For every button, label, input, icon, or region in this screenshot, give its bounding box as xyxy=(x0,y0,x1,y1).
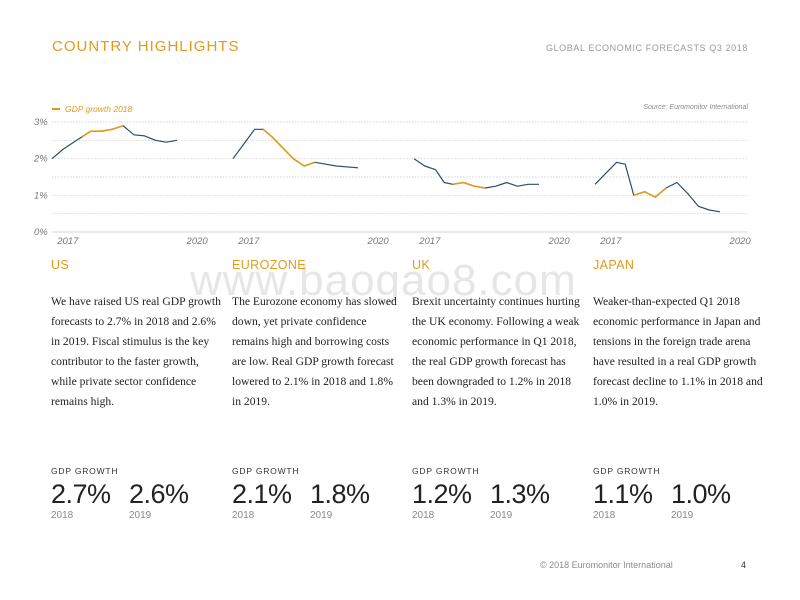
highlight-line-eurozone xyxy=(262,128,316,167)
gdp-value-2018: 2.1% xyxy=(232,479,292,509)
y-tick-label: 2% xyxy=(33,154,48,165)
highlight-line-uk xyxy=(452,181,486,189)
gdp-block-eurozone: GDP GROWTH 2.1% 2018 1.8% 2019 xyxy=(232,466,404,521)
gdp-value-2019: 1.3% xyxy=(490,479,550,509)
x-tick-label: 2017 xyxy=(599,236,622,247)
country-name: US xyxy=(51,258,70,272)
legend-label: GDP growth 2018 xyxy=(65,104,133,114)
chart-legend: GDP growth 2018 xyxy=(52,104,132,114)
gdp-year-2018: 2018 xyxy=(593,510,616,521)
highlight-line-us xyxy=(81,124,124,138)
gdp-label: GDP GROWTH xyxy=(232,466,300,476)
gdp-year-2018: 2018 xyxy=(51,510,74,521)
gdp-year-2019: 2019 xyxy=(310,510,333,521)
country-name: UK xyxy=(412,258,431,272)
gdp-value-2018: 2.7% xyxy=(51,479,111,509)
gdp-value-2019: 1.8% xyxy=(310,479,370,509)
source-note: Source: Euromonitor International xyxy=(643,104,748,111)
y-tick-label: 1% xyxy=(34,190,48,201)
series-line-us xyxy=(51,125,178,160)
y-tick-label: 3% xyxy=(34,117,48,128)
gdp-block-japan: GDP GROWTH 1.1% 2018 1.0% 2019 xyxy=(593,466,765,521)
series-line-eurozone xyxy=(232,128,359,169)
gdp-year-2019: 2019 xyxy=(671,510,694,521)
country-description: We have raised US real GDP growth foreca… xyxy=(51,295,221,408)
country-name: JAPAN xyxy=(593,258,635,272)
country-eurozone: EUROZONE The Eurozone economy has slowed… xyxy=(232,258,404,412)
y-tick-label: 0% xyxy=(34,227,48,238)
country-description: Brexit uncertainty continues hurting the… xyxy=(412,295,580,408)
country-description: Weaker-than-expected Q1 2018 economic pe… xyxy=(593,295,763,408)
x-tick-label: 2020 xyxy=(367,236,390,247)
series-line-japan xyxy=(594,161,721,213)
page-subtitle: GLOBAL ECONOMIC FORECASTS Q3 2018 xyxy=(545,43,748,53)
gdp-year-2018: 2018 xyxy=(232,510,255,521)
gdp-value-2019: 2.6% xyxy=(129,479,189,509)
country-name: EUROZONE xyxy=(232,258,307,272)
gdp-label: GDP GROWTH xyxy=(412,466,480,476)
page-title: COUNTRY HIGHLIGHTS xyxy=(52,38,240,55)
gdp-year-2018: 2018 xyxy=(412,510,435,521)
country-us: US We have raised US real GDP growth for… xyxy=(51,258,223,412)
x-tick-label: 2020 xyxy=(729,236,752,247)
gdp-label: GDP GROWTH xyxy=(51,466,119,476)
gdp-label: GDP GROWTH xyxy=(593,466,661,476)
gdp-block-us: GDP GROWTH 2.7% 2018 2.6% 2019 xyxy=(51,466,223,521)
series-line-uk xyxy=(413,158,539,189)
x-tick-label: 2017 xyxy=(418,236,441,247)
gdp-year-2019: 2019 xyxy=(129,510,152,521)
highlight-line-japan xyxy=(633,187,667,198)
copyright-footer: © 2018 Euromonitor International xyxy=(540,560,673,570)
gdp-value-2018: 1.2% xyxy=(412,479,472,509)
page-number: 4 xyxy=(741,560,747,570)
gdp-value-2019: 1.0% xyxy=(671,479,731,509)
gdp-year-2019: 2019 xyxy=(490,510,513,521)
legend-line-swatch xyxy=(52,108,60,110)
country-description: The Eurozone economy has slowed down, ye… xyxy=(232,295,397,408)
x-tick-label: 2017 xyxy=(56,236,79,247)
x-tick-label: 2020 xyxy=(548,236,571,247)
country-japan: JAPAN Weaker-than-expected Q1 2018 econo… xyxy=(593,258,765,412)
gdp-value-2018: 1.1% xyxy=(593,479,653,509)
x-tick-label: 2017 xyxy=(237,236,260,247)
gdp-block-uk: GDP GROWTH 1.2% 2018 1.3% 2019 xyxy=(412,466,584,521)
x-tick-label: 2020 xyxy=(186,236,209,247)
country-uk: UK Brexit uncertainty continues hurting … xyxy=(412,258,584,412)
gdp-line-charts: 0% 1% 2% 3% 2017 2020 2017 2020 2017 2020 2017 2020 xyxy=(33,117,752,247)
